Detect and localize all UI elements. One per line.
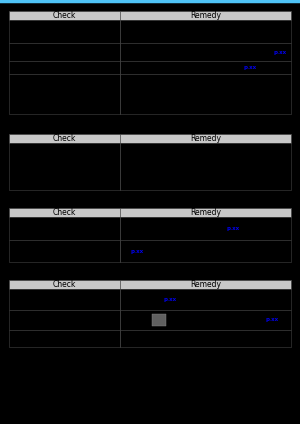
Text: Remedy: Remedy [190,134,221,143]
Text: Remedy: Remedy [190,280,221,289]
Text: Remedy: Remedy [190,11,221,20]
FancyBboxPatch shape [9,289,120,310]
FancyBboxPatch shape [9,61,120,74]
Text: p.xx: p.xx [131,248,144,254]
FancyBboxPatch shape [120,289,291,310]
Text: p.xx: p.xx [164,297,177,302]
Text: Check: Check [53,208,76,217]
FancyBboxPatch shape [9,330,120,347]
FancyBboxPatch shape [9,74,120,114]
Text: Check: Check [53,134,76,143]
FancyBboxPatch shape [9,43,120,61]
FancyBboxPatch shape [9,217,120,240]
Text: p.xx: p.xx [227,226,240,231]
Text: Check: Check [53,280,76,289]
FancyBboxPatch shape [120,74,291,114]
FancyBboxPatch shape [120,43,291,61]
FancyBboxPatch shape [152,314,166,326]
FancyBboxPatch shape [9,143,120,190]
FancyBboxPatch shape [120,217,291,240]
FancyBboxPatch shape [120,330,291,347]
FancyBboxPatch shape [9,240,120,262]
Text: Check: Check [53,11,76,20]
Text: p.xx: p.xx [243,65,256,70]
FancyBboxPatch shape [9,208,291,217]
FancyBboxPatch shape [9,280,291,289]
FancyBboxPatch shape [9,11,291,20]
FancyBboxPatch shape [120,61,291,74]
FancyBboxPatch shape [120,240,291,262]
FancyBboxPatch shape [120,20,291,43]
FancyBboxPatch shape [120,310,291,330]
FancyBboxPatch shape [9,310,120,330]
Text: Remedy: Remedy [190,208,221,217]
FancyBboxPatch shape [120,143,291,190]
Text: p.xx: p.xx [273,50,286,55]
Text: p.xx: p.xx [266,317,279,322]
FancyBboxPatch shape [9,20,120,43]
FancyBboxPatch shape [9,134,291,143]
